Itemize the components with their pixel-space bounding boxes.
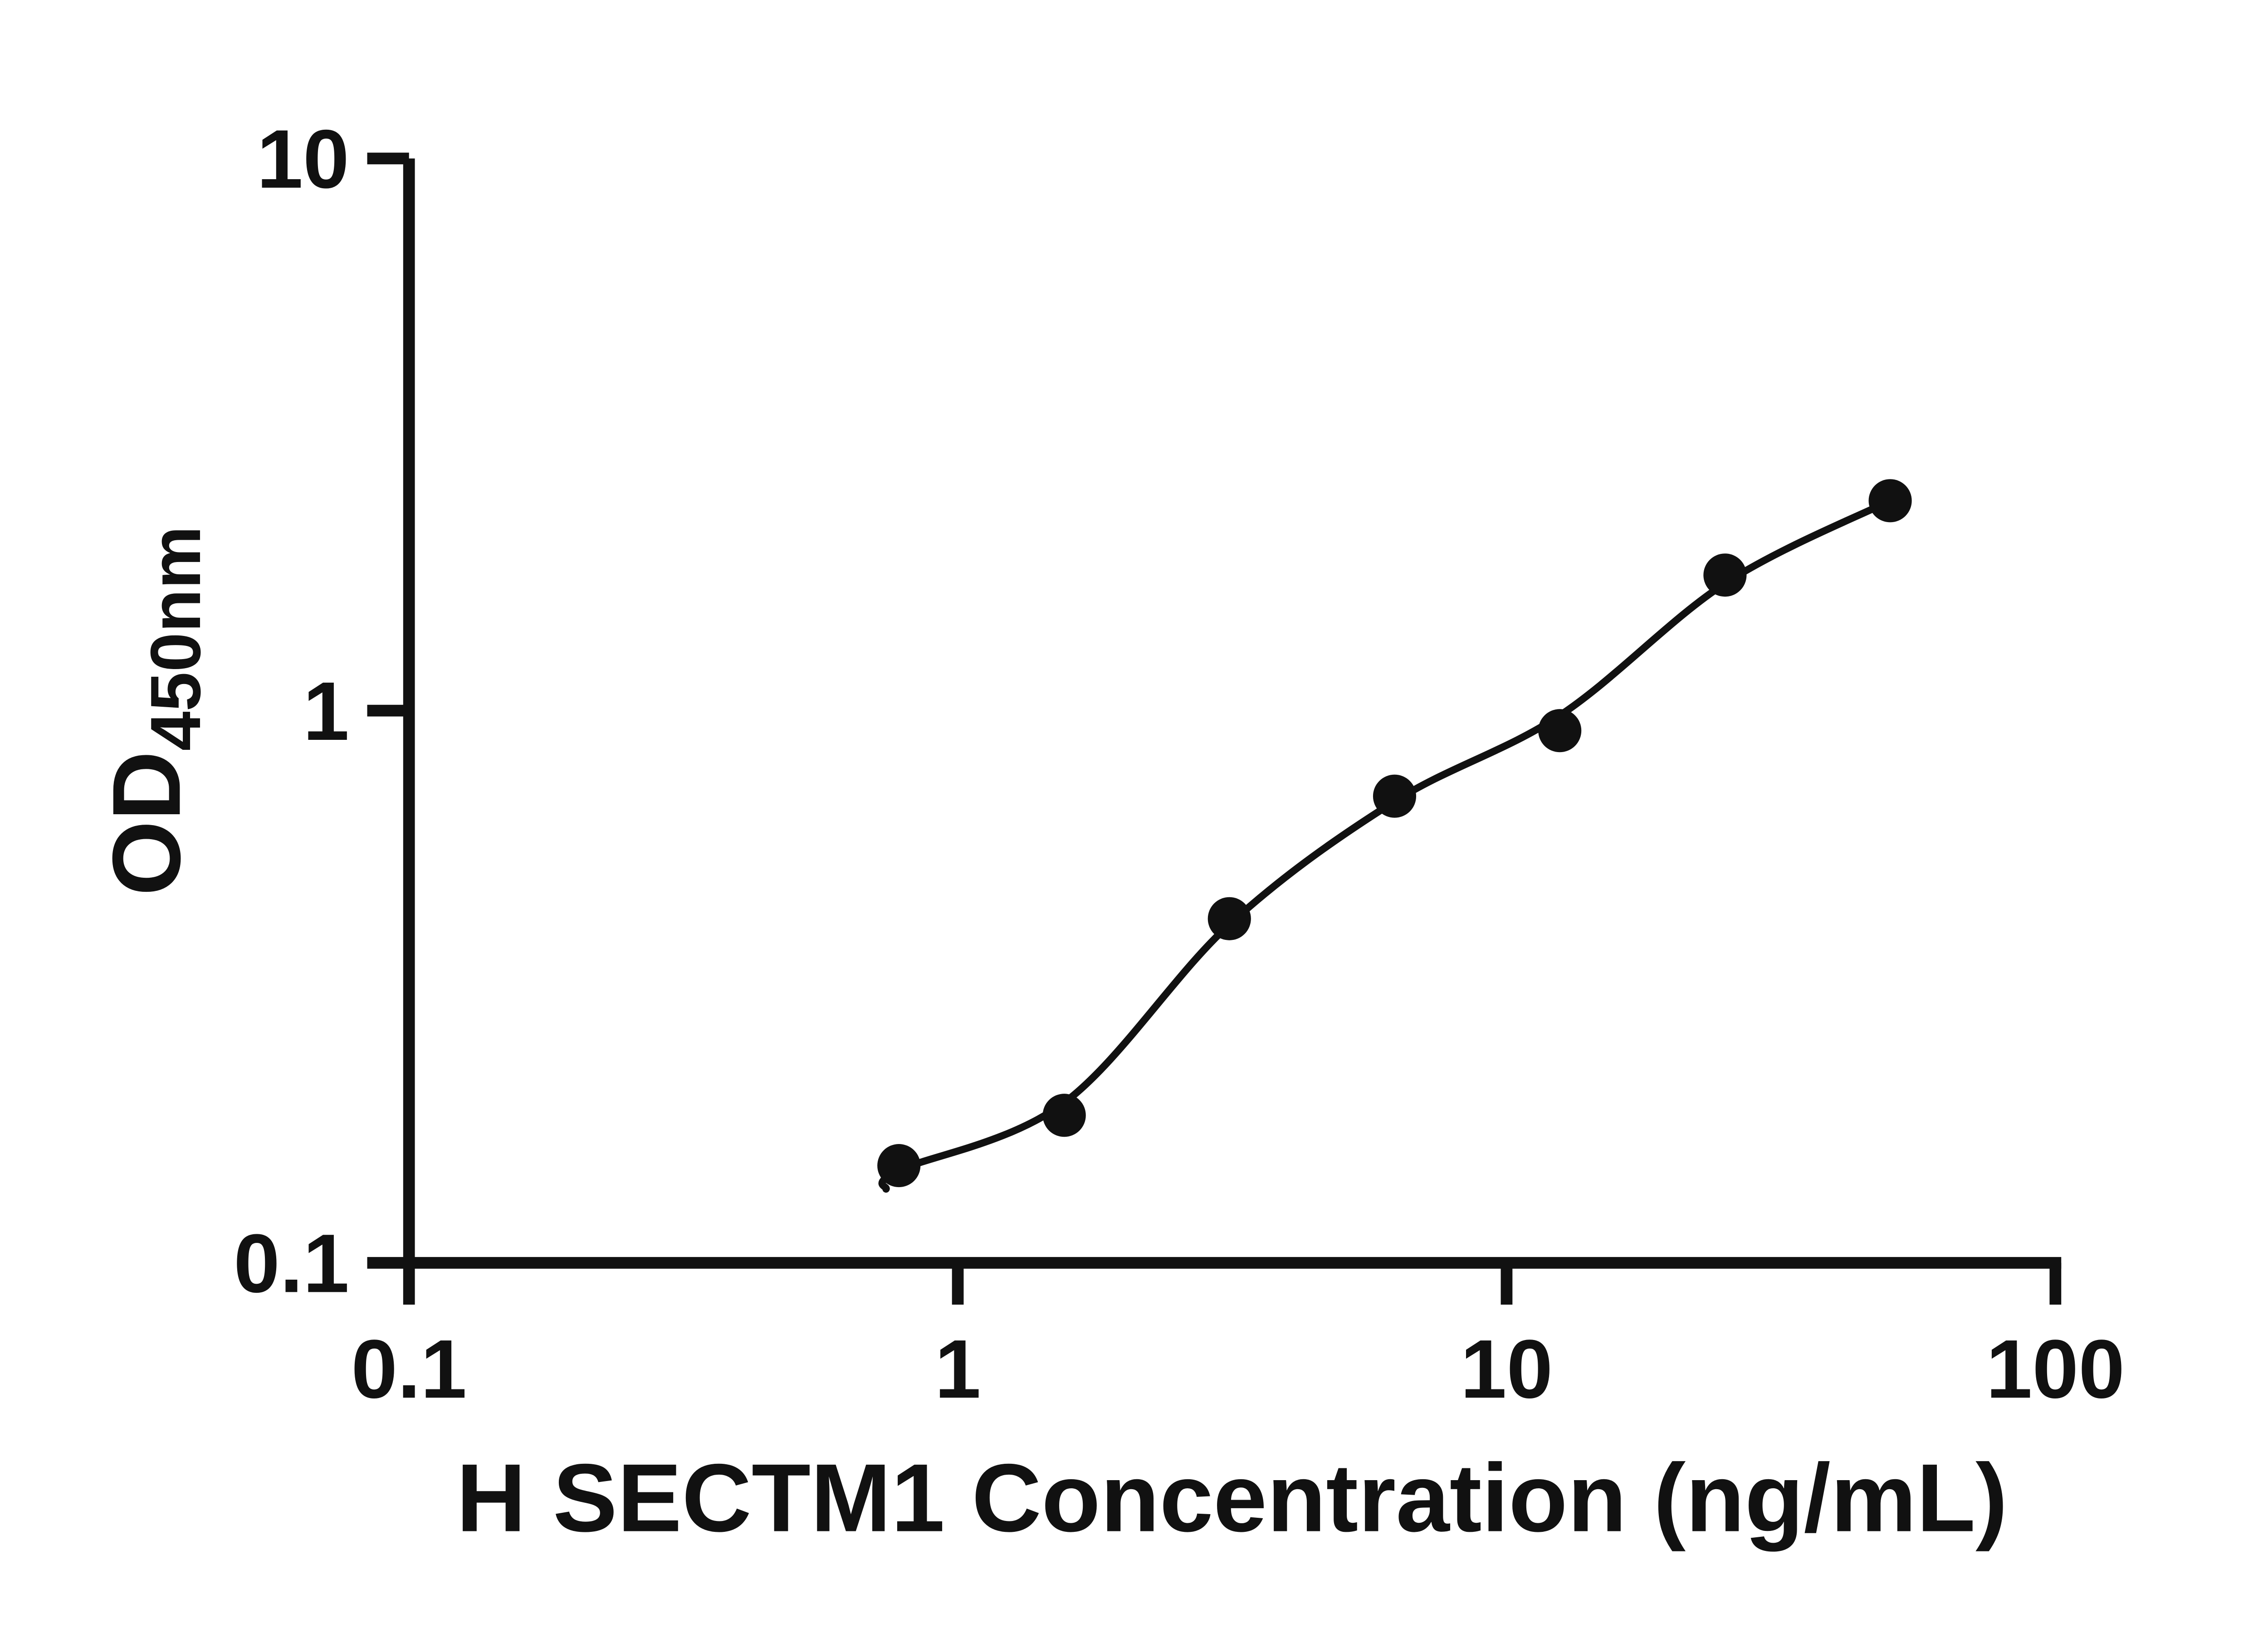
data-point — [1538, 709, 1582, 753]
x-tick-label: 100 — [1986, 1322, 2125, 1415]
data-layer — [877, 479, 1912, 1193]
x-tick-label: 10 — [1460, 1322, 1553, 1415]
data-point — [1042, 1094, 1086, 1137]
data-point — [1868, 479, 1912, 523]
y-axis-title-main: OD — [93, 751, 200, 896]
y-tick-label: 1 — [303, 665, 349, 758]
axes-layer: 0.1 1 10 100 0.1 1 10 — [234, 112, 2125, 1415]
x-axis-title: H SECTM1 Concentration (ng/mL) — [456, 1444, 2008, 1552]
x-tick-label: 1 — [935, 1322, 981, 1415]
y-tick-label: 10 — [257, 112, 349, 205]
data-point — [1373, 774, 1417, 818]
y-axis-title: OD450nm — [93, 526, 215, 896]
data-point — [1703, 553, 1747, 597]
y-axis-title-subscript: 450nm — [136, 526, 215, 751]
data-point — [1207, 897, 1251, 940]
fit-curve — [878, 497, 1894, 1193]
x-tick-label: 0.1 — [351, 1322, 467, 1415]
data-point — [877, 1144, 921, 1188]
y-tick-label: 0.1 — [234, 1217, 349, 1310]
